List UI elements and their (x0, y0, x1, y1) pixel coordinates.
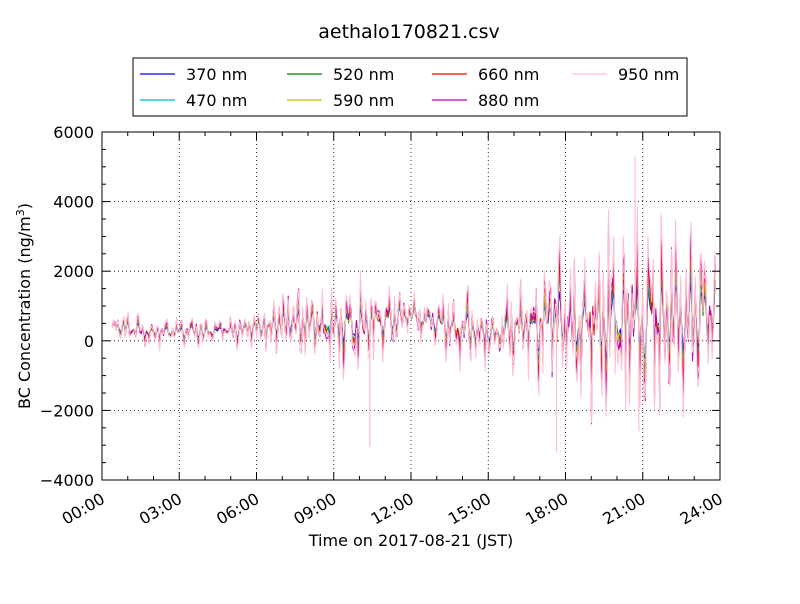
legend-label: 520 nm (333, 65, 394, 84)
legend: 370 nm 470 nm 520 nm 590 nm 660 nm 880 nm 950 … (132, 57, 688, 117)
y-tick-label: −4000 (40, 471, 94, 490)
y-axis-label: BC Concentration (ng/m3) (14, 203, 34, 409)
y-axis-label-base: BC Concentration (ng/m (15, 216, 34, 409)
y-tick-label: 0 (84, 332, 94, 351)
y-tick-label: 6000 (53, 123, 94, 142)
legend-label: 880 nm (478, 91, 539, 110)
y-tick-label: 2000 (53, 262, 94, 281)
y-tick-label: 4000 (53, 193, 94, 212)
grid-lines (102, 132, 720, 480)
spike-lines (369, 156, 640, 453)
legend-label: 370 nm (186, 65, 247, 84)
axis-ticks (101, 131, 721, 481)
y-axis-label-close: ) (15, 203, 34, 209)
legend-box (132, 57, 688, 117)
legend-label: 590 nm (333, 91, 394, 110)
y-axis-label-sup: 3 (14, 209, 27, 216)
legend-label: 950 nm (618, 65, 679, 84)
chart-title: aethalo170821.csv (318, 21, 500, 43)
series-lines (111, 206, 716, 425)
y-tick-labels: −4000 −2000 0 2000 4000 6000 (40, 123, 94, 490)
x-axis-label: Time on 2017-08-21 (JST) (308, 531, 513, 550)
legend-label: 470 nm (186, 91, 247, 110)
legend-label: 660 nm (478, 65, 539, 84)
legend-entries: 370 nm 470 nm 520 nm 590 nm 660 nm 880 nm 950 … (140, 65, 679, 110)
y-tick-label: −2000 (40, 401, 94, 420)
series-line-950-nm (111, 206, 716, 424)
